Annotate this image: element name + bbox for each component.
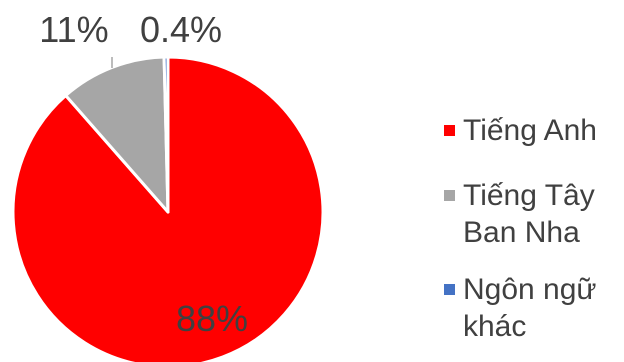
legend-label-other: Ngôn ngữ khác [463, 273, 597, 343]
legend-label-english: Tiếng Anh [463, 114, 597, 147]
slice-other [162, 55, 170, 214]
pie-slices [11, 55, 325, 362]
slice-english [11, 55, 325, 362]
legend-item-other: Ngôn ngữ khác [444, 271, 613, 345]
legend-item-english: Tiếng Anh [444, 112, 613, 149]
legend-swatch-other [444, 284, 455, 295]
data-label-other: 0.4% [140, 9, 222, 50]
legend-swatch-english [444, 125, 455, 136]
data-label-spanish: 11% [39, 9, 108, 50]
legend-swatch-spanish [444, 190, 455, 201]
data-label-english: 88% [176, 298, 248, 339]
legend-label-spanish: Tiếng Tây Ban Nha [463, 179, 595, 249]
legend: Tiếng Anh Tiếng Tây Ban Nha Ngôn ngữ khá… [444, 0, 620, 362]
legend-item-spanish: Tiếng Tây Ban Nha [444, 177, 613, 251]
